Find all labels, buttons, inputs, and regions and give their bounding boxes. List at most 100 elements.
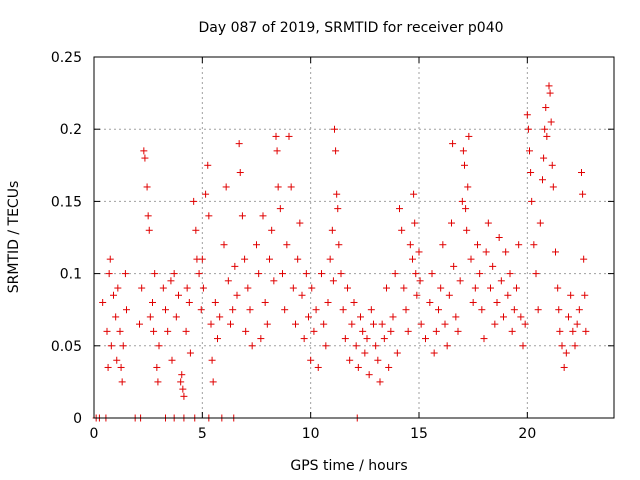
data-point bbox=[270, 277, 278, 285]
data-point bbox=[276, 205, 284, 213]
data-point bbox=[536, 219, 544, 227]
x-tick-label: 5 bbox=[198, 426, 207, 442]
y-axis-label: SRMTID / TECUs bbox=[6, 181, 22, 294]
data-point bbox=[367, 306, 375, 314]
data-point bbox=[207, 320, 215, 328]
data-point bbox=[328, 226, 336, 234]
data-point bbox=[273, 147, 281, 155]
data-point bbox=[575, 306, 583, 314]
data-point bbox=[231, 262, 239, 270]
data-point bbox=[548, 161, 556, 169]
data-point bbox=[359, 327, 367, 335]
data-point bbox=[396, 205, 403, 213]
data-point bbox=[143, 183, 151, 191]
data-point bbox=[385, 363, 393, 371]
data-point bbox=[144, 212, 152, 220]
y-tick-label: 0.2 bbox=[60, 122, 82, 138]
data-point bbox=[443, 342, 451, 350]
data-point bbox=[261, 298, 269, 306]
data-point bbox=[227, 320, 234, 328]
data-point bbox=[463, 226, 471, 234]
data-point bbox=[162, 306, 169, 314]
data-point bbox=[573, 320, 581, 328]
data-point bbox=[413, 291, 421, 299]
data-point bbox=[547, 118, 555, 126]
data-point bbox=[555, 306, 563, 314]
data-point bbox=[332, 147, 340, 155]
data-point bbox=[432, 327, 440, 335]
data-point bbox=[556, 327, 564, 335]
data-point bbox=[543, 132, 551, 140]
data-point bbox=[376, 378, 384, 386]
data-point bbox=[244, 284, 252, 292]
data-point bbox=[292, 320, 299, 328]
data-point bbox=[491, 320, 499, 328]
data-point bbox=[554, 284, 562, 292]
data-point bbox=[99, 298, 107, 306]
data-point bbox=[497, 277, 505, 285]
data-point bbox=[179, 385, 187, 393]
data-point bbox=[298, 291, 306, 299]
data-point bbox=[175, 291, 182, 299]
data-point bbox=[521, 320, 529, 328]
data-point bbox=[482, 248, 490, 256]
data-point bbox=[526, 147, 533, 155]
data-point bbox=[411, 219, 419, 227]
data-point bbox=[452, 313, 460, 321]
data-point bbox=[581, 291, 589, 299]
data-point bbox=[322, 342, 330, 350]
data-point bbox=[398, 226, 406, 234]
data-point bbox=[450, 262, 458, 270]
data-point bbox=[339, 306, 347, 314]
data-point bbox=[202, 190, 210, 198]
data-point bbox=[308, 284, 316, 292]
data-point bbox=[524, 125, 532, 133]
data-point bbox=[417, 320, 425, 328]
data-point bbox=[185, 298, 193, 306]
data-point bbox=[541, 125, 549, 133]
data-point bbox=[562, 349, 570, 357]
data-point bbox=[441, 320, 449, 328]
data-point bbox=[257, 335, 265, 343]
data-point bbox=[220, 241, 228, 249]
data-point bbox=[190, 197, 198, 205]
data-point bbox=[307, 356, 315, 364]
data-point bbox=[459, 147, 467, 155]
data-point bbox=[334, 205, 342, 213]
data-point bbox=[448, 219, 455, 227]
data-point bbox=[123, 306, 130, 314]
y-tick-label: 0 bbox=[73, 411, 82, 427]
data-point bbox=[478, 306, 486, 314]
x-tick-label: 10 bbox=[302, 426, 320, 442]
data-point bbox=[229, 306, 237, 314]
data-point bbox=[178, 371, 186, 379]
data-point bbox=[476, 270, 484, 278]
data-point bbox=[281, 306, 289, 314]
data-point bbox=[177, 378, 185, 386]
data-point bbox=[480, 335, 488, 343]
data-point bbox=[439, 241, 447, 249]
data-point bbox=[404, 327, 412, 335]
data-point bbox=[337, 270, 345, 278]
data-point bbox=[172, 313, 180, 321]
data-point bbox=[465, 132, 473, 140]
data-point bbox=[383, 284, 390, 292]
data-point bbox=[558, 342, 566, 350]
data-point bbox=[435, 306, 442, 314]
data-point bbox=[138, 284, 146, 292]
data-point bbox=[580, 255, 588, 263]
data-point bbox=[211, 298, 219, 306]
data-point bbox=[489, 262, 497, 270]
data-point bbox=[118, 378, 126, 386]
data-point bbox=[214, 335, 221, 343]
data-point bbox=[527, 169, 535, 177]
data-point bbox=[437, 284, 445, 292]
data-point bbox=[329, 277, 337, 285]
data-point bbox=[314, 363, 322, 371]
data-point bbox=[241, 255, 249, 263]
data-point bbox=[350, 298, 358, 306]
data-point bbox=[346, 356, 354, 364]
data-point bbox=[145, 226, 153, 234]
data-point bbox=[469, 298, 477, 306]
data-point bbox=[266, 255, 273, 263]
